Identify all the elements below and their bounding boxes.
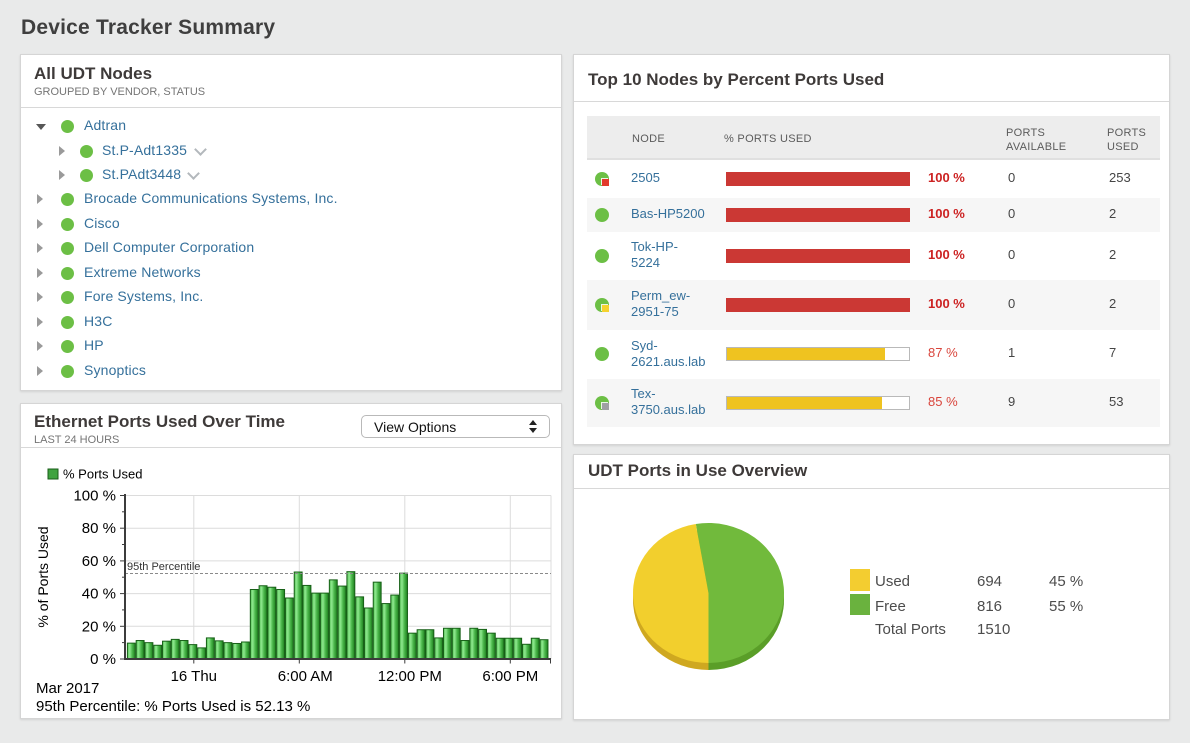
svg-text:12:00 PM: 12:00 PM	[378, 668, 442, 685]
svg-text:95th Percentile: % Ports Used: 95th Percentile: % Ports Used is 52.13 %	[36, 698, 310, 715]
svg-text:55 %: 55 %	[1049, 598, 1083, 615]
svg-text:95th Percentile: 95th Percentile	[127, 561, 200, 573]
svg-text:% Ports Used: % Ports Used	[63, 467, 142, 482]
svg-text:0 %: 0 %	[90, 651, 116, 668]
svg-text:40 %: 40 %	[82, 586, 116, 603]
svg-text:6:00 PM: 6:00 PM	[482, 668, 538, 685]
svg-text:Total Ports: Total Ports	[875, 621, 946, 638]
svg-text:16 Thu: 16 Thu	[171, 668, 217, 685]
svg-text:1510: 1510	[977, 621, 1010, 638]
svg-text:Used: Used	[875, 573, 910, 590]
svg-text:Free: Free	[875, 598, 906, 615]
svg-text:816: 816	[977, 598, 1002, 615]
svg-text:80 %: 80 %	[82, 520, 116, 537]
svg-text:Mar 2017: Mar 2017	[36, 680, 99, 697]
svg-text:6:00 AM: 6:00 AM	[278, 668, 333, 685]
svg-text:694: 694	[977, 573, 1002, 590]
svg-text:% of Ports Used: % of Ports Used	[35, 526, 51, 627]
svg-text:20 %: 20 %	[82, 618, 116, 635]
svg-text:45 %: 45 %	[1049, 573, 1083, 590]
svg-text:100 %: 100 %	[73, 488, 116, 505]
svg-text:60 %: 60 %	[82, 553, 116, 570]
